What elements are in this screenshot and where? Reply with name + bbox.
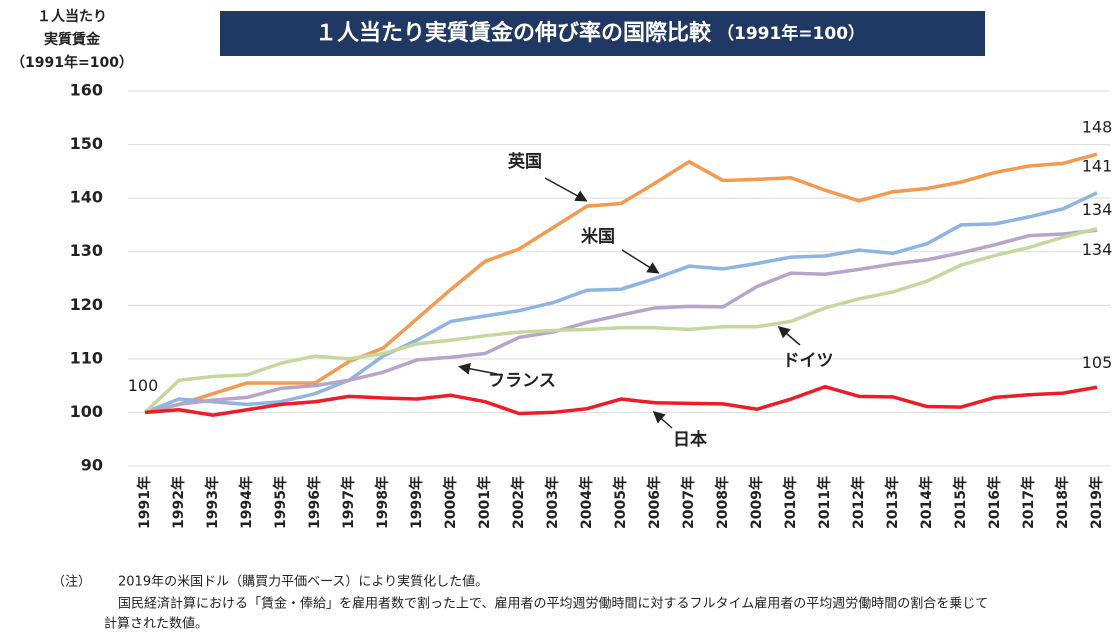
note-label: （注）	[52, 575, 91, 590]
data-label: 134	[1082, 200, 1113, 219]
series-line	[144, 228, 1098, 415]
data-label: 100	[128, 376, 159, 395]
x-tick-label: 1996年	[306, 476, 323, 529]
y-tick-label: 90	[81, 456, 103, 475]
x-tick-label: 2016年	[986, 476, 1003, 529]
series-name: 日本	[673, 429, 707, 450]
x-tick-label: 1999年	[408, 476, 425, 529]
arrow	[777, 326, 801, 346]
arrow	[544, 177, 588, 202]
y-tick-label: 120	[70, 295, 103, 314]
series-name: フランス	[488, 371, 556, 391]
title-main: １人当たり実質賃金の伸び率の国際比較	[315, 20, 712, 46]
x-tick-label: 2000年	[442, 476, 459, 529]
y-tick-label: 140	[70, 188, 103, 207]
x-tick-label: 2010年	[782, 476, 799, 529]
x-tick-label: 1991年	[136, 476, 153, 529]
x-tick-label: 1994年	[238, 476, 255, 529]
series-name: 米国	[581, 226, 615, 247]
chart-title: １人当たり実質賃金の伸び率の国際比較 （1991年=100）	[315, 20, 865, 46]
x-tick-label: 2018年	[1054, 476, 1071, 529]
x-tick-label: 1997年	[340, 476, 357, 529]
y-axis-label: １人当たり	[37, 8, 107, 25]
series-name: 英国	[508, 151, 542, 172]
y-tick-label: 160	[70, 81, 103, 100]
x-tick-label: 2003年	[544, 476, 561, 529]
data-label: 141	[1082, 156, 1113, 175]
series-line	[143, 226, 1098, 414]
x-tick-label: 2007年	[680, 476, 697, 529]
x-tick-label: 1995年	[272, 476, 289, 529]
x-tick-label: 2019年	[1088, 476, 1105, 529]
x-tick-label: 2002年	[510, 476, 527, 529]
arrow	[621, 249, 660, 274]
data-label: 105	[1082, 353, 1113, 372]
series-line	[144, 384, 1098, 417]
y-tick-label: 110	[70, 348, 103, 367]
title-sub: （1991年=100）	[717, 23, 865, 44]
x-tick-label: 2011年	[816, 476, 833, 529]
x-tick-label: 2008年	[714, 476, 731, 529]
y-axis-label: （1991年=100）	[11, 54, 133, 71]
x-tick-label: 1992年	[170, 476, 187, 529]
arrow	[652, 411, 673, 429]
title-box	[220, 11, 985, 56]
x-tick-label: 1998年	[374, 476, 391, 529]
x-tick-label: 2017年	[1020, 476, 1037, 529]
y-axis-label: 実質賃金	[44, 31, 101, 48]
x-tick-label: 2001年	[476, 476, 493, 529]
x-tick-label: 2004年	[578, 476, 595, 529]
note: 国民経済計算における「賃金・俸給」を雇用者数で割った上で、雇用者の平均週労働時間…	[118, 596, 988, 612]
data-label: 134	[1082, 240, 1113, 259]
data-label: 148	[1082, 118, 1113, 137]
arrow	[458, 362, 498, 375]
x-tick-label: 2005年	[612, 476, 629, 529]
series-name: ドイツ	[783, 351, 834, 371]
x-tick-label: 1993年	[204, 476, 221, 529]
y-tick-label: 100	[70, 402, 103, 421]
series-line	[144, 191, 1098, 415]
note: 計算された数値。	[104, 616, 208, 632]
x-tick-label: 2009年	[748, 476, 765, 529]
note: 2019年の米国ドル（購買力平価ベース）により実質化した値。	[118, 574, 488, 590]
x-tick-label: 2006年	[646, 476, 663, 529]
x-tick-label: 2012年	[850, 476, 867, 529]
y-tick-label: 130	[70, 241, 103, 260]
y-tick-label: 150	[70, 134, 103, 153]
x-tick-label: 2013年	[884, 476, 901, 529]
x-tick-label: 2014年	[918, 476, 935, 529]
series-line	[144, 152, 1098, 415]
x-tick-label: 2015年	[952, 476, 969, 529]
